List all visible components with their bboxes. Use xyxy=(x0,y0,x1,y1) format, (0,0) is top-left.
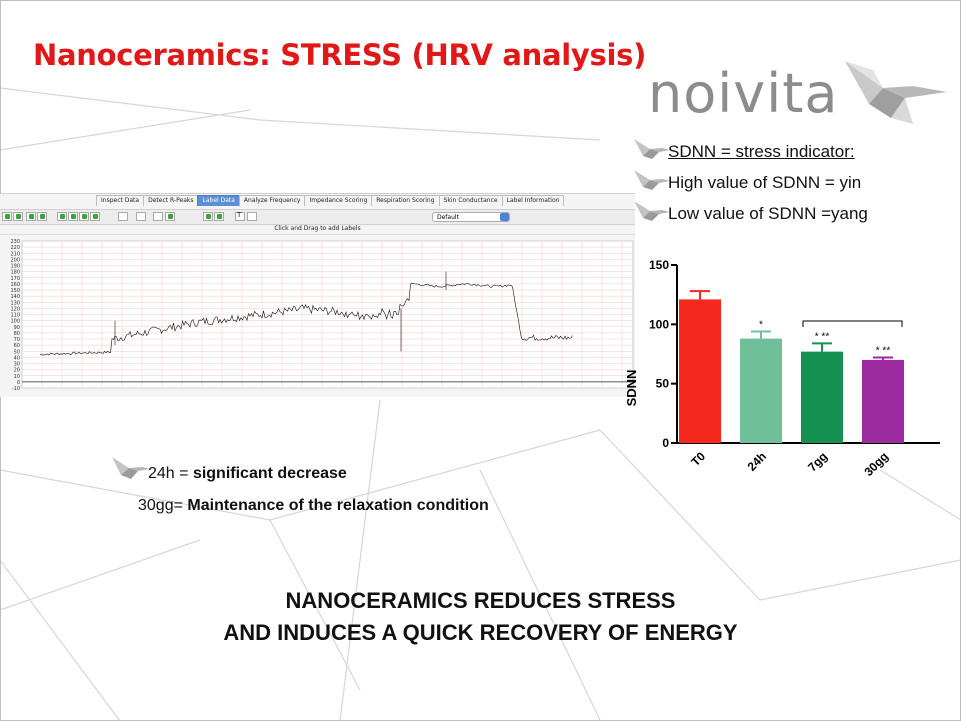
chevron-down-icon xyxy=(500,213,509,221)
y-tick-label: 20 xyxy=(14,368,20,374)
y-tick-label: 140 xyxy=(10,294,20,300)
tab-inspect-data[interactable]: Inspect Data xyxy=(96,195,145,206)
tab-analyze-frequency[interactable]: Analyze Frequency xyxy=(238,195,306,206)
x-tick-label: 24h xyxy=(745,449,770,474)
y-tick-label: 230 xyxy=(10,239,20,245)
bird-bullet-icon xyxy=(634,139,670,159)
play-icon[interactable] xyxy=(37,212,47,221)
rewind-icon[interactable] xyxy=(57,212,67,221)
step-forward-icon[interactable] xyxy=(90,212,100,221)
tab-label-data[interactable]: Label Data xyxy=(197,195,240,206)
note-24h-bold: significant decrease xyxy=(192,465,347,482)
y-tick-label: 60 xyxy=(14,343,20,349)
software-window: Inspect Data Detect R-Peaks Label Data A… xyxy=(0,193,635,397)
y-tick-label: 150 xyxy=(649,258,669,272)
marker-icon[interactable] xyxy=(165,212,175,221)
forward-icon[interactable] xyxy=(68,212,78,221)
skip-forward-icon[interactable] xyxy=(214,212,224,221)
conclusion-line-2: AND INDUCES A QUICK RECOVERY OF ENERGY xyxy=(223,620,738,645)
y-tick-label: 190 xyxy=(10,264,20,270)
y-tick-label: 120 xyxy=(10,306,20,312)
record-icon[interactable] xyxy=(26,212,36,221)
y-tick-label: 100 xyxy=(649,317,669,331)
note-30gg: 30gg= Maintenance of the relaxation cond… xyxy=(138,497,489,515)
hrv-signal-plot[interactable]: 2302202102001901801701601501401301201101… xyxy=(0,238,635,397)
tab-impedance-scoring[interactable]: Impedance Scoring xyxy=(304,195,373,206)
note-24h-prefix: 24h = xyxy=(148,465,193,482)
significance-label: * ** xyxy=(876,346,891,357)
note-30gg-prefix: 30gg= xyxy=(138,497,188,514)
bullet-text: SDNN = stress indicator: xyxy=(668,142,855,161)
y-tick-label: 10 xyxy=(14,374,20,380)
slide-title: Nanoceramics: STRESS (HRV analysis) xyxy=(33,38,647,72)
y-tick-label: 100 xyxy=(10,319,20,325)
y-tick-label: 180 xyxy=(10,270,20,276)
bird-bullet-icon xyxy=(634,170,670,190)
x-tick-label: T0 xyxy=(688,449,708,469)
x-tick-label: 7gg xyxy=(805,449,830,474)
tab-label-information[interactable]: Label Information xyxy=(501,195,565,206)
bird-bullet-icon xyxy=(112,457,150,479)
y-tick-label: 110 xyxy=(10,313,20,319)
significance-label: * xyxy=(759,319,763,330)
y-tick-label: 50 xyxy=(656,377,670,391)
bird-bullet-icon xyxy=(634,201,670,221)
signal-trace xyxy=(39,282,573,356)
y-tick-label: 160 xyxy=(10,282,20,288)
sdnn-bar-chart: 0 50 100 150 SDNN T0 * 24h * ** 7gg * ** 30gg xyxy=(624,258,940,479)
bar-t0 xyxy=(679,299,721,443)
tab-skin-conductance[interactable]: Skin Conductance xyxy=(438,195,503,206)
y-tick-label: 40 xyxy=(14,355,20,361)
prev-icon[interactable] xyxy=(2,212,12,221)
conclusion-line-1: NANOCERAMICS REDUCES STRESS xyxy=(285,588,676,613)
x-tick-label: 30gg xyxy=(861,449,891,479)
next-icon[interactable] xyxy=(13,212,23,221)
y-tick-label: 70 xyxy=(14,337,20,343)
y-tick-label: 30 xyxy=(14,362,20,368)
y-tick-label: 80 xyxy=(14,331,20,337)
zoom-icon[interactable] xyxy=(118,212,128,221)
logo-text: noivita xyxy=(648,62,839,125)
bar-24h xyxy=(740,338,782,443)
y-tick-label: 200 xyxy=(10,257,20,263)
page-icon[interactable] xyxy=(136,212,146,221)
bar-7gg xyxy=(801,351,843,443)
y-tick-label: 130 xyxy=(10,300,20,306)
profile-dropdown[interactable]: Default xyxy=(432,212,510,222)
y-tick-label: 220 xyxy=(10,245,20,251)
note-30gg-bold: Maintenance of the relaxation condition xyxy=(187,497,489,514)
bullet-text: Low value of SDNN =yang xyxy=(668,204,868,223)
trash-icon[interactable] xyxy=(247,212,257,221)
significance-label: * ** xyxy=(815,331,830,342)
tab-detect-r-peaks[interactable]: Detect R-Peaks xyxy=(143,195,199,206)
y-tick-label: 50 xyxy=(14,349,20,355)
label-icon[interactable] xyxy=(153,212,163,221)
skip-back-icon[interactable] xyxy=(203,212,213,221)
logo: noivita xyxy=(648,58,948,136)
bar-30gg xyxy=(862,359,904,443)
bird-logo-icon xyxy=(845,61,947,124)
y-tick-label: 170 xyxy=(10,276,20,282)
bullet-text: High value of SDNN = yin xyxy=(668,173,862,192)
tab-bar: Inspect Data Detect R-Peaks Label Data A… xyxy=(96,195,565,206)
hint-text: Click and Drag to add Labels xyxy=(0,225,635,235)
y-tick-label: 0 xyxy=(662,436,669,450)
y-axis-label: SDNN xyxy=(624,370,639,407)
y-tick-label: 0 xyxy=(17,380,20,386)
tab-respiration-scoring[interactable]: Respiration Scoring xyxy=(371,195,440,206)
comparison-bracket xyxy=(802,320,903,327)
y-tick-label: 150 xyxy=(10,288,20,294)
y-tick-label: -10 xyxy=(12,386,20,392)
toolbar: Default xyxy=(0,209,635,225)
y-tick-label: 210 xyxy=(10,251,20,257)
y-tick-label: 90 xyxy=(14,325,20,331)
step-back-icon[interactable] xyxy=(79,212,89,221)
dropdown-value: Default xyxy=(437,214,459,221)
text-icon[interactable] xyxy=(235,211,245,221)
